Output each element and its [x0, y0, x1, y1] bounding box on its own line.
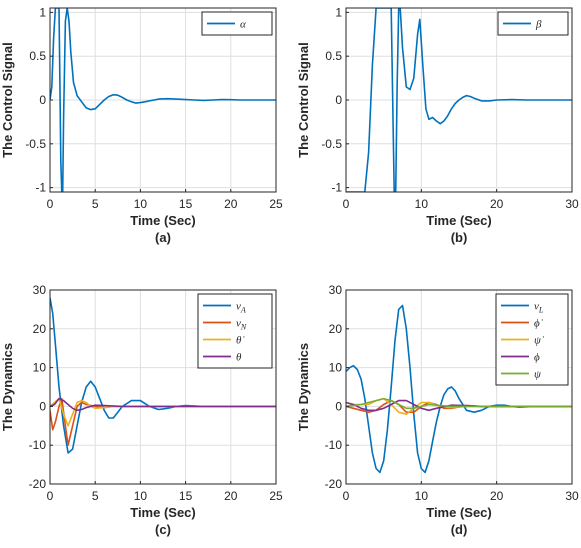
legend-box [201, 11, 273, 36]
y-tick-label: -20 [29, 477, 47, 491]
series-group [346, 8, 572, 192]
legend-entry: α [240, 19, 246, 31]
y-tick-label: -0.5 [321, 137, 342, 151]
x-tick-label: 10 [415, 489, 429, 503]
axes-box [345, 289, 573, 485]
x-tick-label: 5 [92, 197, 99, 211]
y-tick-label: 0 [39, 399, 46, 413]
x-tick-label: 30 [565, 489, 579, 503]
x-tick-label: 10 [415, 197, 429, 211]
y-axis-label: The Control Signal [296, 42, 311, 158]
series-group [346, 304, 572, 474]
x-tick-label: 5 [92, 489, 99, 503]
x-tick-label: 30 [565, 197, 579, 211]
x-tick-label: 20 [224, 197, 238, 211]
x-tick-label: 20 [490, 197, 504, 211]
legend-entry: ψ [534, 369, 541, 381]
x-tick-label: 25 [269, 489, 283, 503]
y-tick-label: 10 [33, 361, 47, 375]
x-tick-label: 10 [134, 489, 148, 503]
x-tick-label: 0 [47, 197, 54, 211]
x-tick-label: 0 [343, 489, 350, 503]
y-axis-label: The Dynamics [296, 343, 311, 431]
y-tick-label: 0.5 [325, 49, 342, 63]
x-tick-label: 0 [343, 197, 350, 211]
y-tick-label: -0.5 [25, 137, 46, 151]
legend: α [201, 11, 273, 36]
y-axis-label: The Control Signal [0, 42, 15, 158]
y-tick-label: 1 [335, 5, 342, 19]
series-group [50, 8, 276, 192]
y-tick-label: -20 [325, 477, 343, 491]
y-tick-label: 1 [39, 5, 46, 19]
chart-panel-3: 0 5 10 15 20 25 -20 -10 0 10 20 30 Time (Sec) The Dyn… [0, 283, 283, 537]
subplot-caption: (b) [451, 230, 468, 245]
y-tick-label: -10 [29, 438, 47, 452]
subplot-caption: (c) [155, 522, 171, 537]
legend-entry: ψ̇ [534, 335, 545, 347]
x-tick-label: 15 [179, 489, 193, 503]
series-line-1 [50, 297, 276, 454]
x-tick-label: 15 [179, 197, 193, 211]
legend-entry: ϕ̇ [534, 318, 544, 330]
subplot-caption: (a) [155, 230, 171, 245]
legend: β [497, 11, 569, 36]
y-tick-label: -1 [35, 181, 46, 195]
y-tick-label: 30 [329, 283, 343, 297]
series-line-5 [346, 397, 572, 410]
legend-entry: νA [236, 301, 246, 315]
y-tick-label: -1 [331, 181, 342, 195]
x-tick-label: 25 [269, 197, 283, 211]
legend-entry: θ̇ [236, 335, 245, 347]
series-line-1 [346, 8, 572, 192]
legend-entry: νN [236, 318, 247, 332]
x-axis-label: Time (Sec) [130, 505, 196, 520]
y-tick-label: 30 [33, 283, 47, 297]
legend: νL ϕ̇ ψ̇ ϕψ [495, 293, 569, 386]
y-axis-label: The Dynamics [0, 343, 15, 431]
x-tick-label: 20 [490, 489, 504, 503]
legend-box [497, 11, 569, 36]
legend-entry: θ [236, 352, 242, 364]
x-axis-label: Time (Sec) [426, 505, 492, 520]
series-line-4 [50, 397, 276, 412]
axes-box [49, 289, 277, 485]
x-axis-label: Time (Sec) [426, 213, 492, 228]
chart-panel-2: 0 10 20 30 -1 -0.5 0 0.5 1 Time (Sec) The Control … [296, 5, 579, 245]
legend: νA νN θ̇ θ [197, 293, 273, 369]
y-tick-label: 0 [335, 399, 342, 413]
y-tick-label: 20 [329, 322, 343, 336]
x-tick-label: 20 [224, 489, 238, 503]
y-tick-label: 0.5 [29, 49, 46, 63]
x-tick-label: 10 [134, 197, 148, 211]
y-tick-label: 20 [33, 322, 47, 336]
y-tick-label: 10 [329, 361, 343, 375]
subplot-caption: (d) [451, 522, 468, 537]
y-tick-label: 0 [335, 93, 342, 107]
legend-entry: νL [534, 301, 544, 315]
series-group [50, 297, 276, 454]
legend-entry: β [535, 19, 542, 31]
y-tick-label: 0 [39, 93, 46, 107]
chart-panel-4: 0 10 20 30 -20 -10 0 10 20 30 Time (Sec) The Dynami… [296, 283, 579, 537]
y-tick-label: -10 [325, 438, 343, 452]
chart-panel-1: 0 5 10 15 20 25 -1 -0.5 0 0.5 1 Time (Sec) The Contr… [0, 5, 283, 245]
x-axis-label: Time (Sec) [130, 213, 196, 228]
x-tick-label: 0 [47, 489, 54, 503]
series-line-1 [50, 8, 276, 192]
legend-entry: ϕ [534, 352, 540, 364]
